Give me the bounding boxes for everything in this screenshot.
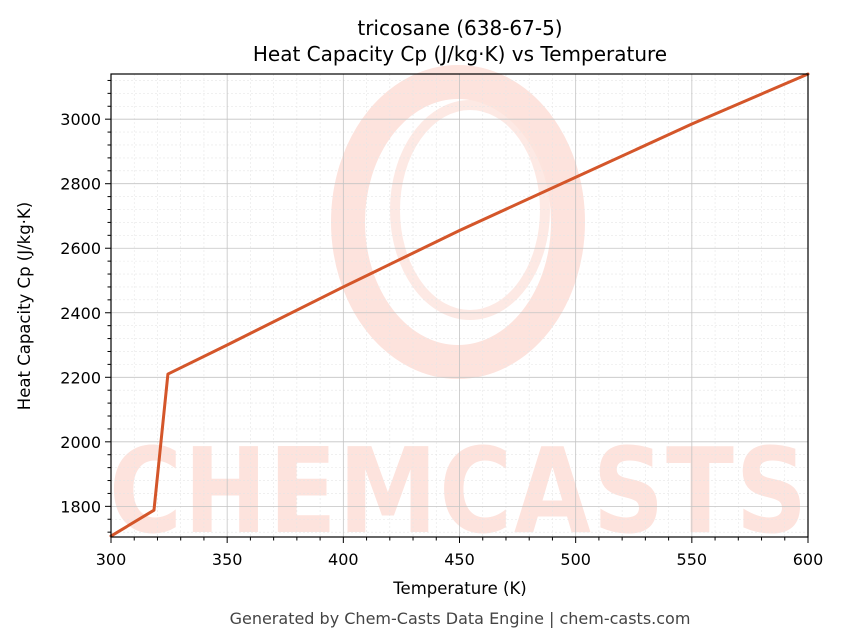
watermark-swirl-inner	[390, 100, 550, 320]
chart-subtitle: Heat Capacity Cp (J/kg·K) vs Temperature	[253, 42, 667, 66]
footer-credit: Generated by Chem-Casts Data Engine | ch…	[230, 609, 691, 628]
y-tick-label: 2600	[60, 239, 101, 258]
x-axis-label: Temperature (K)	[392, 579, 526, 598]
watermark-swirl	[331, 65, 585, 379]
x-tick-label: 550	[677, 550, 708, 569]
x-tick-label: 500	[560, 550, 591, 569]
x-tick-label: 300	[96, 550, 127, 569]
y-axis: 1800 2000 2200 2400 2600 2800 3000	[60, 79, 111, 533]
y-tick-label: 1800	[60, 497, 101, 516]
y-tick-label: 2800	[60, 175, 101, 194]
y-tick-label: 2400	[60, 304, 101, 323]
chart-title: tricosane (638-67-5)	[357, 16, 562, 40]
major-grid	[110, 74, 809, 537]
x-tick-label: 450	[444, 550, 475, 569]
series-layer	[109, 72, 810, 538]
y-tick-label: 2000	[60, 433, 101, 452]
y-tick-label: 3000	[60, 110, 101, 129]
x-axis: 300 350 400 450 500 550 600	[96, 537, 824, 569]
x-tick-label: 350	[212, 550, 243, 569]
x-tick-label: 600	[793, 550, 824, 569]
series-line	[109, 72, 810, 538]
watermark: CHEMCASTS	[109, 65, 807, 560]
y-tick-label: 2200	[60, 368, 101, 387]
x-tick-label: 400	[328, 550, 359, 569]
y-axis-label: Heat Capacity Cp (J/kg·K)	[15, 202, 34, 410]
